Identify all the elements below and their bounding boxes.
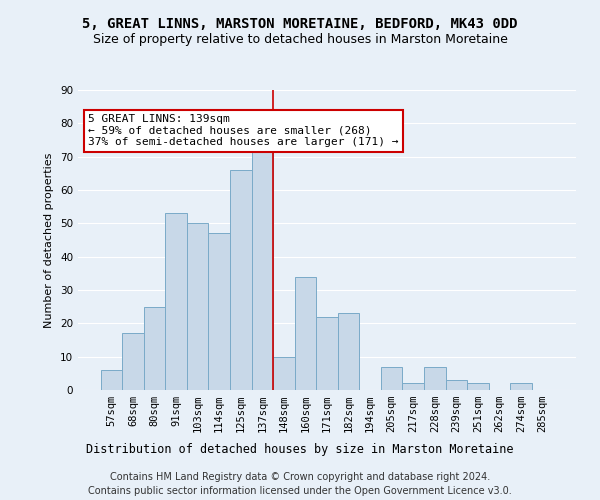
Y-axis label: Number of detached properties: Number of detached properties: [44, 152, 55, 328]
Bar: [101, 370, 122, 390]
Bar: [446, 380, 467, 390]
Text: Contains public sector information licensed under the Open Government Licence v3: Contains public sector information licen…: [88, 486, 512, 496]
Bar: [467, 384, 488, 390]
Bar: [208, 234, 230, 390]
Bar: [510, 384, 532, 390]
Text: Size of property relative to detached houses in Marston Moretaine: Size of property relative to detached ho…: [92, 32, 508, 46]
Bar: [122, 334, 144, 390]
Bar: [230, 170, 251, 390]
Text: Contains HM Land Registry data © Crown copyright and database right 2024.: Contains HM Land Registry data © Crown c…: [110, 472, 490, 482]
Bar: [338, 314, 359, 390]
Bar: [251, 140, 273, 390]
Bar: [403, 384, 424, 390]
Bar: [295, 276, 316, 390]
Bar: [187, 224, 208, 390]
Text: 5, GREAT LINNS, MARSTON MORETAINE, BEDFORD, MK43 0DD: 5, GREAT LINNS, MARSTON MORETAINE, BEDFO…: [82, 18, 518, 32]
Bar: [273, 356, 295, 390]
Bar: [144, 306, 166, 390]
Text: Distribution of detached houses by size in Marston Moretaine: Distribution of detached houses by size …: [86, 442, 514, 456]
Text: 5 GREAT LINNS: 139sqm
← 59% of detached houses are smaller (268)
37% of semi-det: 5 GREAT LINNS: 139sqm ← 59% of detached …: [88, 114, 398, 147]
Bar: [316, 316, 338, 390]
Bar: [381, 366, 403, 390]
Bar: [424, 366, 446, 390]
Bar: [166, 214, 187, 390]
